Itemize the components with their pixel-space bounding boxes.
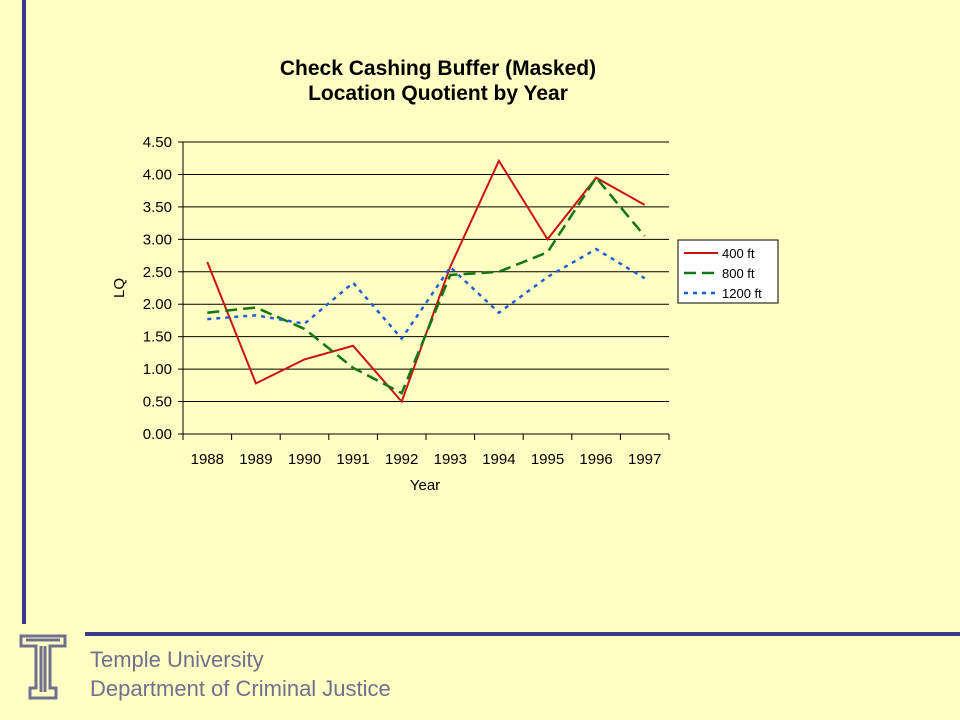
x-tick-label: 1989 [239, 451, 272, 468]
legend-label: 400 ft [722, 246, 755, 261]
x-tick-label: 1990 [288, 451, 321, 468]
y-tick-label: 1.50 [143, 329, 172, 346]
y-tick-label: 2.50 [143, 264, 172, 281]
y-tick-label: 0.50 [143, 394, 172, 411]
x-tick-label: 1991 [336, 451, 369, 468]
legend-label: 800 ft [722, 266, 755, 281]
axes [178, 141, 670, 440]
x-tick-label: 1996 [579, 451, 612, 468]
legend-label: 1200 ft [722, 286, 762, 301]
line-chart: Check Cashing Buffer (Masked) Location Q… [111, 57, 779, 494]
x-tick-label: 1997 [628, 451, 661, 468]
footer-accent-bar [85, 632, 960, 636]
plot-area [183, 142, 669, 434]
x-tick-label: 1992 [385, 451, 418, 468]
y-tick-label: 3.50 [143, 199, 172, 216]
x-tick-label: 1994 [482, 451, 515, 468]
y-tick-labels: 0.00 0.50 1.00 1.50 2.00 2.50 3.00 3.50 4.00 4.50 [143, 134, 172, 443]
y-tick-label: 1.00 [143, 361, 172, 378]
footer-institution: Temple University [90, 647, 264, 672]
series-line-1200-ft [207, 247, 646, 341]
x-axis-label: Year [410, 477, 440, 494]
series-lines [206, 158, 646, 404]
series-line-400-ft [206, 158, 646, 404]
x-tick-label: 1988 [191, 451, 224, 468]
footer-department: Department of Criminal Justice [90, 676, 391, 701]
y-tick-label: 0.00 [143, 426, 172, 443]
legend: 400 ft 800 ft 1200 ft [677, 239, 779, 304]
temple-t-logo-icon [19, 634, 67, 700]
y-tick-label: 4.00 [143, 166, 172, 183]
y-tick-label: 4.50 [143, 134, 172, 151]
x-tick-labels: 1988 1989 1990 1991 1992 1993 1994 1995 1996 1997 [191, 451, 662, 468]
x-tick-label: 1993 [434, 451, 467, 468]
x-tick-label: 1995 [531, 451, 564, 468]
y-tick-label: 2.00 [143, 296, 172, 313]
gridlines [183, 141, 669, 403]
chart-subtitle: Location Quotient by Year [308, 82, 568, 105]
series-line-800-ft [207, 175, 646, 395]
y-axis-label: LQ [111, 278, 128, 298]
left-accent-bar [22, 0, 26, 624]
chart-title: Check Cashing Buffer (Masked) [280, 57, 596, 80]
y-tick-label: 3.00 [143, 231, 172, 248]
